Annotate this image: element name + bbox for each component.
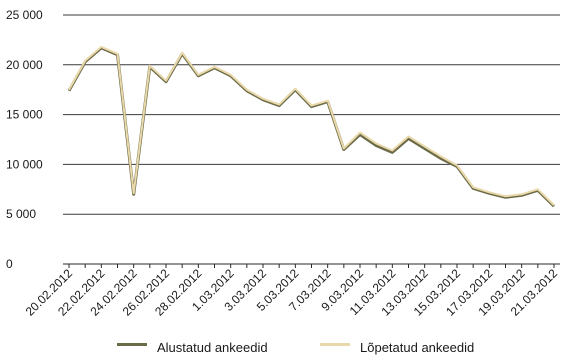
y-axis-tick-labels: 0 5 000 10 000 15 000 20 000 25 000 xyxy=(6,8,43,271)
y-tick-label: 20 000 xyxy=(6,58,43,72)
y-tick-label: 10 000 xyxy=(6,157,43,171)
legend: Alustatud ankeedid Lõpetatud ankeedid xyxy=(0,336,566,358)
x-axis: 20.02.201222.02.201224.02.201226.02.2012… xyxy=(23,263,560,319)
legend-label-alustatud: Alustatud ankeedid xyxy=(157,340,268,355)
grid-lines xyxy=(63,14,560,215)
series-lines xyxy=(67,45,556,208)
legend-label-lopetatud: Lõpetatud ankeedid xyxy=(360,340,475,355)
legend-swatch-alustatud xyxy=(117,343,147,346)
y-tick-label: 15 000 xyxy=(6,108,43,122)
legend-swatch-lopetatud xyxy=(320,343,350,346)
y-tick-label: 25 000 xyxy=(6,8,43,22)
series-line-1 xyxy=(68,45,555,206)
y-tick-label: 5 000 xyxy=(6,207,36,221)
y-tick-label: 0 xyxy=(6,257,13,271)
